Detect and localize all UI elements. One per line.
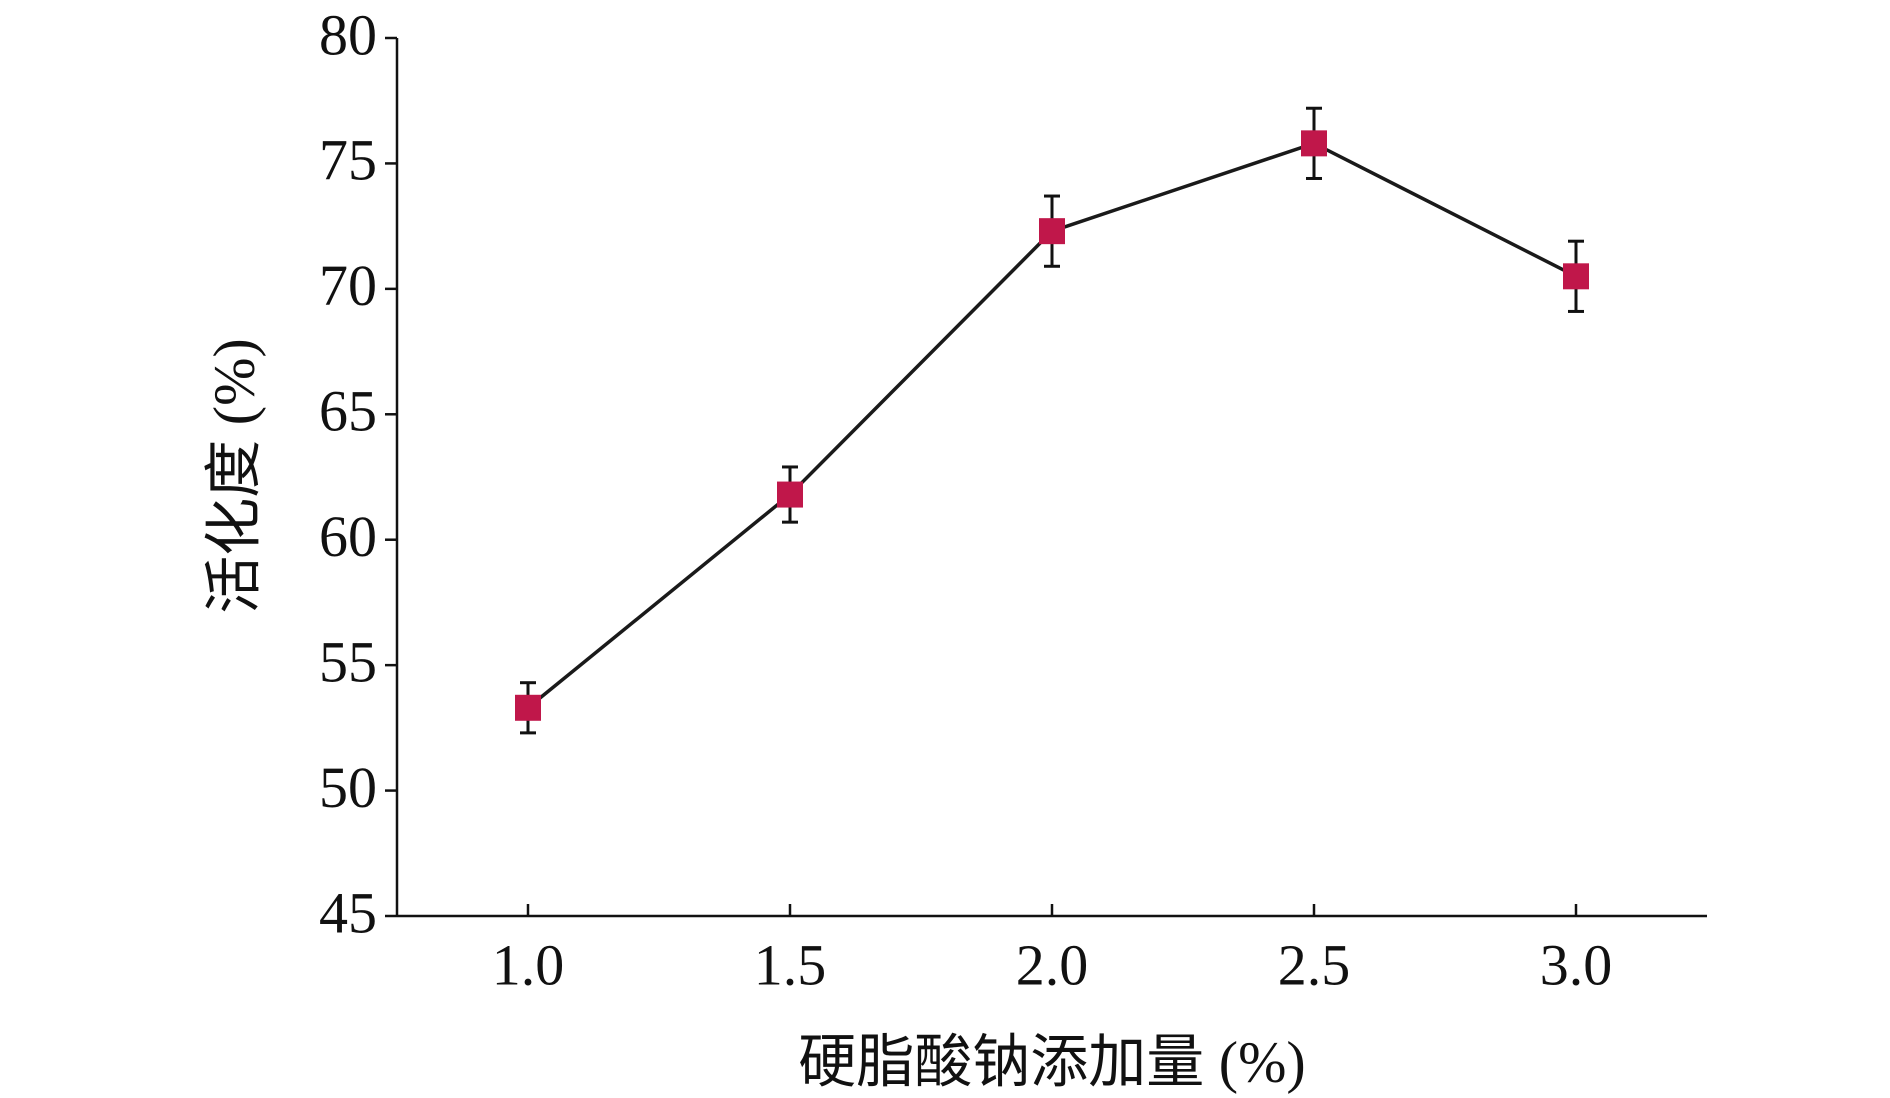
x-tick-label: 2.5 <box>1278 932 1351 997</box>
x-tick-label: 1.0 <box>492 932 565 997</box>
x-axis-title: 硬脂酸钠添加量 (%) <box>798 1029 1305 1094</box>
marker <box>1563 263 1589 290</box>
y-tick-label: 55 <box>319 629 377 694</box>
y-tick-label: 80 <box>319 2 377 67</box>
x-tick-label: 3.0 <box>1540 932 1613 997</box>
y-tick-label: 75 <box>319 128 377 193</box>
y-tick-label: 60 <box>319 504 377 569</box>
marker <box>1301 130 1327 157</box>
y-tick-label: 45 <box>319 880 377 945</box>
x-tick-label: 1.5 <box>754 932 827 997</box>
marker <box>777 481 803 508</box>
y-tick-label: 50 <box>319 755 377 820</box>
marker <box>515 694 541 721</box>
y-axis-title: 活化度 (%) <box>201 338 266 613</box>
marker <box>1039 218 1065 245</box>
x-tick-label: 2.0 <box>1016 932 1089 997</box>
y-tick-label: 70 <box>319 253 377 318</box>
y-tick-label: 65 <box>319 379 377 444</box>
